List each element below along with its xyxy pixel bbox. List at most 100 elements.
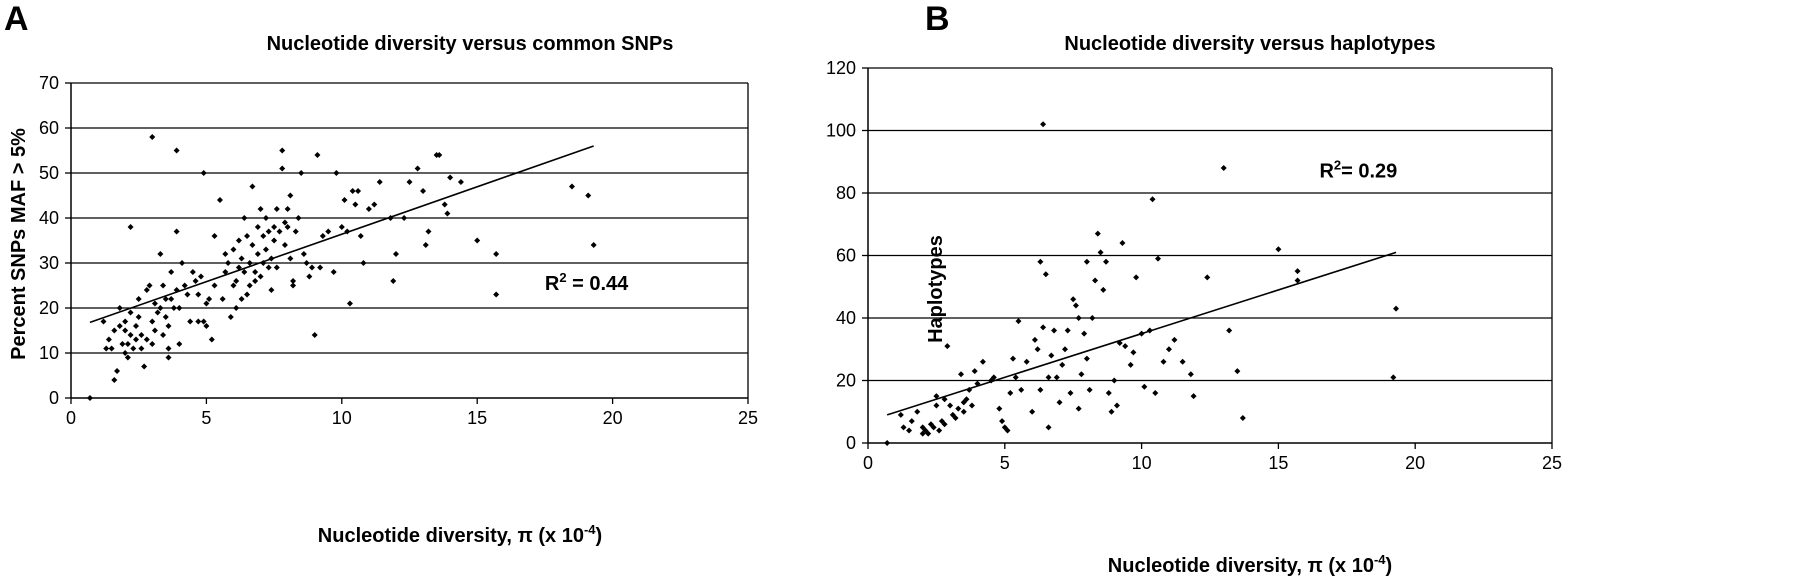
panel-a-data-point [146,282,153,289]
panel-b-data-point [1275,246,1282,253]
panel-b-data-point [900,424,907,431]
panel-a-data-point [265,228,272,235]
panel-a-data-point [195,318,202,325]
panel-b-data-point [1056,399,1063,406]
panel-a-data-point [141,363,148,370]
panel-a-data-point [192,278,199,284]
panel-b-y-axis-label: Haplotypes [925,235,947,343]
panel-a-data-point [249,242,256,248]
panel-a-data-point [143,287,150,293]
panel-a-data-point [271,237,278,244]
panel-a-data-point [162,296,169,302]
panel-a-x-tick-label: 20 [603,408,623,428]
panel-a-data-point [151,300,158,307]
panel-a-data-point [124,341,131,347]
panel-a-data-point [493,291,500,298]
panel-a-data-point [257,273,264,280]
panel-b-data-point [1004,427,1011,434]
panel-a-data-point [116,323,123,329]
panel-b-data-point [1160,358,1167,365]
panel-b-y-tick-label: 80 [836,183,856,203]
panel-a-data-point [420,188,427,194]
panel-b-data-point [1023,358,1030,365]
panel-a-data-point [376,179,383,185]
panel-a-data-point [235,237,242,244]
panel-a-data-point [233,305,240,311]
panel-b-data-point [1078,371,1085,378]
panel-b-data-point [1179,358,1186,365]
panel-a-data-point [325,228,332,235]
panel-b-data-point [1092,277,1099,284]
panel-a-data-point [127,309,134,316]
panel-a-data-point [170,305,177,311]
panel-a-data-point [176,341,183,347]
panel-b-data-point [1165,346,1172,353]
panel-b-data-point [1119,240,1126,246]
panel-b-plot-area: 0 20 40 60 80 100 120 0 5 10 15 20 25 [826,58,1562,473]
panel-a-data-point [200,170,207,176]
panel-b-data-point [1294,268,1301,275]
panel-a-data-point [268,287,275,293]
panel-b-y-tick-label: 100 [826,121,856,141]
panel-b-data-point [1390,374,1397,381]
panel-a-data-point [457,179,464,185]
panel-b-data-point [1064,327,1071,334]
panel-a-data-point [244,233,251,239]
panel-b-x-axis-label: Nucleotide diversity, π (x 10-4) [1108,552,1392,577]
panel-b-data-point [1010,355,1017,362]
panel-b-data-point [1031,336,1038,343]
panel-a-data-point [390,278,397,284]
panel-a-data-point [230,282,237,289]
panel-a-data-point [197,273,204,280]
panel-a-data-point [262,246,269,253]
panel-b-x-tick-label: 25 [1542,453,1562,473]
panel-a-data-point [311,332,318,338]
panel-a-data-point [149,134,156,140]
panel-a-data-point [309,264,316,271]
panel-a-x-tick-label: 15 [467,408,487,428]
panel-a-r-squared-exp: 2 [559,270,566,285]
panel-a-data-point [252,269,259,275]
panel-b-data-point [1081,330,1088,337]
panel-a-data-point [195,291,202,298]
panel-b-x-axis-label-exp: -4 [1374,552,1386,567]
panel-a-data-point [406,179,413,185]
panel-b-data-point [1083,355,1090,362]
panel-a-data-point [114,368,121,374]
panel-a-data-point [203,300,210,307]
panel-b-data-point [1108,408,1115,415]
panel-a-data-point [295,215,302,221]
panel-b: B Nucleotide diversity versus haplotypes… [826,0,1562,577]
panel-a-data-point [590,242,597,248]
panel-a-data-point [330,269,337,275]
panel-a-letter: A [4,0,29,38]
panel-b-data-point [1037,386,1044,393]
panel-a-data-point [279,147,286,154]
panel-b-data-point [1097,249,1104,256]
panel-a-data-point [290,282,297,289]
panel-a-data-point [392,251,399,257]
panel-a-data-point [244,291,251,298]
panel-a-data-point [357,233,364,239]
panel-b-data-point [1051,327,1058,334]
panel-a-plot-area: 0 10 20 30 40 50 60 70 0 5 10 15 20 25 [39,73,758,428]
panel-a-data-point [225,260,232,266]
panel-a-data-point [173,147,180,154]
panel-a-data-point [298,170,305,176]
panel-b-y-tick-label: 0 [846,433,856,453]
panel-b-data-point [1007,390,1014,396]
panel-b-data-point [1037,258,1044,265]
panel-b-data-point [1012,374,1019,381]
panel-a-data-point [206,296,213,302]
panel-b-data-point [999,418,1006,425]
panel-a-data-point [414,165,421,172]
panel-a-data-point [154,309,161,316]
panel-b-data-point [1111,377,1118,384]
panel-b-data-point [1059,361,1066,368]
panel-b-r-squared-exp: 2 [1334,157,1341,172]
panel-a-title: Nucleotide diversity versus common SNPs [267,33,674,55]
panel-a-data-point [271,224,278,230]
panel-a-data-point [317,264,324,271]
panel-a-data-point [122,318,129,325]
